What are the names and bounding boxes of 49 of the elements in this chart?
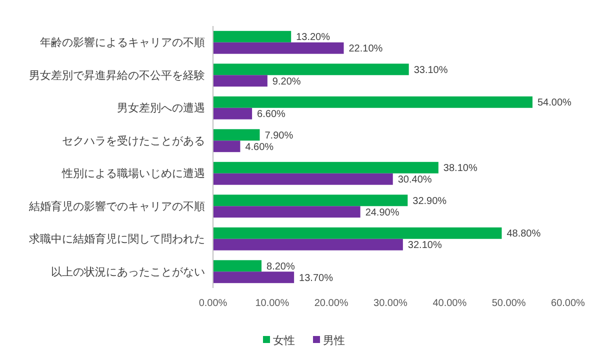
- data-label: 32.90%: [412, 196, 447, 207]
- data-label: 13.70%: [299, 272, 334, 284]
- bar: [213, 206, 360, 218]
- bar: [213, 238, 403, 250]
- data-label: 7.90%: [264, 130, 294, 142]
- data-label: 13.20%: [296, 32, 330, 44]
- bar: [213, 64, 409, 76]
- data-label: 48.80%: [506, 228, 541, 240]
- y-tick-label: 求職中に結婚育児に関して問われた: [29, 232, 205, 246]
- data-label: 33.10%: [414, 64, 448, 76]
- y-tick-label: 男女差別への遭遇: [117, 102, 205, 115]
- data-label: 38.10%: [443, 163, 478, 174]
- y-tick-label: 性別による職場いじめに遭遇: [61, 167, 205, 180]
- bar: [213, 96, 532, 108]
- x-tick-label: 20.00%: [314, 298, 348, 309]
- y-tick-label: 以上の状況にあったことがない: [51, 265, 205, 278]
- x-tick-label: 40.00%: [432, 298, 467, 309]
- data-label: 6.60%: [257, 109, 286, 120]
- data-label: 32.10%: [408, 240, 442, 252]
- bar: [213, 162, 438, 174]
- bar: [213, 30, 292, 42]
- bar: [213, 173, 393, 185]
- y-tick-label: 結婚育児の影響でのキャリアの不順: [28, 200, 205, 213]
- bar: [213, 140, 240, 152]
- data-label: 8.20%: [266, 261, 295, 272]
- bar: [213, 129, 260, 141]
- x-tick-label: 50.00%: [492, 298, 526, 309]
- bar: [213, 42, 344, 54]
- x-tick-label: 10.00%: [255, 298, 290, 309]
- y-tick-label: 男女差別で昇進昇給の不公平を経験: [29, 70, 205, 82]
- data-label: 30.40%: [398, 174, 432, 186]
- bar: [213, 260, 262, 272]
- data-label: 54.00%: [538, 98, 572, 109]
- data-label: 9.20%: [272, 76, 301, 88]
- x-tick-label: 0.00%: [198, 298, 228, 309]
- data-label: 4.60%: [245, 142, 274, 153]
- bar: [213, 194, 408, 206]
- data-label: 24.90%: [365, 207, 400, 218]
- bar: [213, 108, 252, 120]
- y-tick-label: 年齢の影響によるキャリアの不順: [40, 36, 205, 50]
- y-tick-label: セクハラを受けたことがある: [62, 134, 205, 148]
- bar: [213, 272, 294, 284]
- legend-label: 女性: [273, 334, 295, 346]
- legend-label: 男性: [323, 334, 345, 346]
- bar: [213, 227, 502, 239]
- x-tick-label: 60.00%: [551, 298, 586, 309]
- data-label: 22.10%: [348, 44, 383, 55]
- x-tick-label: 30.00%: [374, 298, 408, 309]
- bar: [213, 75, 268, 87]
